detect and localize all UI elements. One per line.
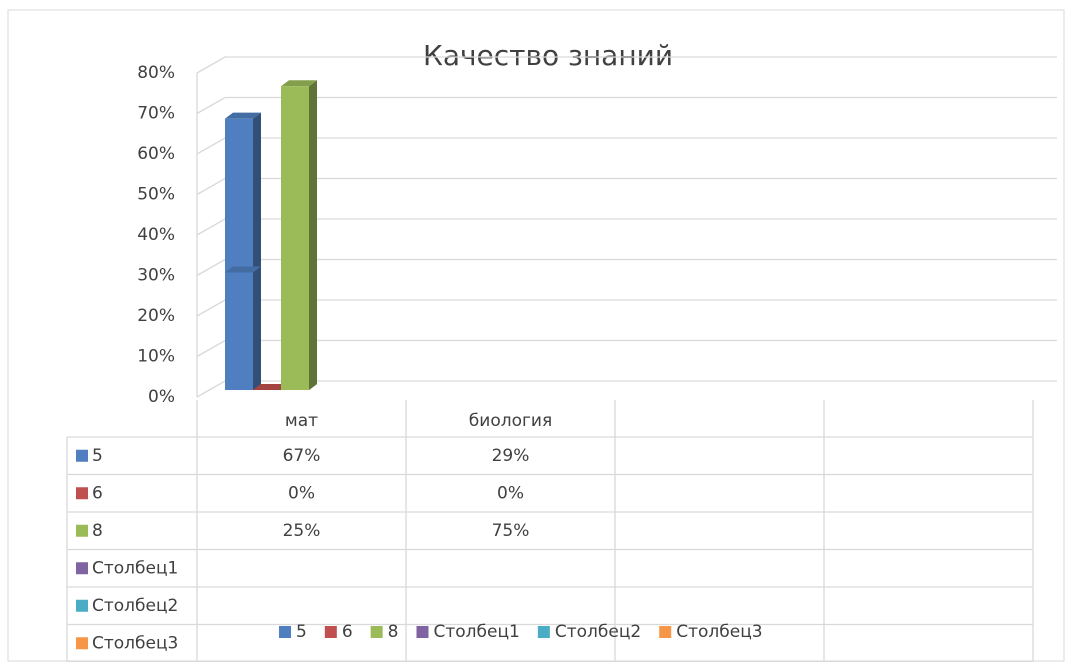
table-legend-key: [76, 524, 88, 537]
table-series-name: Столбец3: [92, 633, 178, 653]
legend-key: [416, 626, 429, 638]
table-legend-key: [76, 449, 88, 462]
bar: [225, 272, 253, 390]
y-tick-label: 20%: [137, 306, 175, 326]
table-legend-key: [76, 487, 88, 500]
table-legend-key: [76, 637, 88, 650]
table-series-name: 5: [92, 446, 103, 466]
legend-label: Столбец1: [433, 622, 519, 642]
table-series-name: Столбец1: [92, 558, 178, 578]
legend-label: 6: [342, 622, 353, 642]
legend-label: Столбец2: [555, 622, 641, 642]
y-tick-label: 80%: [137, 63, 175, 83]
bar-top: [281, 80, 317, 87]
bar-side: [253, 266, 261, 390]
table-value: 25%: [283, 521, 321, 541]
y-tick-label: 10%: [137, 347, 175, 367]
bar-top: [225, 266, 261, 273]
grid-line: [196, 56, 1057, 74]
y-tick-label: 50%: [137, 185, 175, 205]
legend-key: [370, 626, 383, 638]
table-value: 0%: [288, 483, 315, 503]
table-value: 29%: [492, 446, 530, 466]
chart-title: Качество знаний: [423, 39, 673, 72]
chart-frame: [7, 9, 1065, 662]
bar-top: [225, 112, 261, 119]
table-value: 0%: [497, 483, 524, 503]
grid-line: [196, 96, 1057, 115]
legend-label: 5: [296, 622, 307, 642]
bar-top: [253, 384, 289, 390]
bar-side: [309, 80, 317, 390]
y-tick-label: 30%: [137, 266, 175, 286]
bar: [281, 86, 309, 390]
legend-key: [279, 626, 291, 638]
table-series-name: Столбец2: [92, 596, 178, 616]
x-tick-label: мат: [285, 411, 318, 431]
table-value: 67%: [283, 446, 321, 466]
y-tick-label: 60%: [137, 144, 175, 164]
y-tick-label: 70%: [137, 104, 175, 124]
table-series-name: 6: [92, 483, 103, 503]
y-tick-label: 40%: [137, 225, 175, 245]
x-tick-label: биология: [469, 411, 552, 431]
legend-label: 8: [388, 622, 399, 642]
table-legend-key: [76, 562, 88, 575]
legend-key: [324, 626, 337, 638]
table-legend-key: [76, 599, 88, 612]
legend-key: [537, 626, 550, 638]
table-series-name: 8: [92, 521, 103, 541]
table-value: 75%: [492, 521, 530, 541]
legend-key: [659, 626, 672, 638]
legend-label: Столбец3: [676, 622, 762, 642]
y-tick-label: 0%: [148, 387, 175, 407]
